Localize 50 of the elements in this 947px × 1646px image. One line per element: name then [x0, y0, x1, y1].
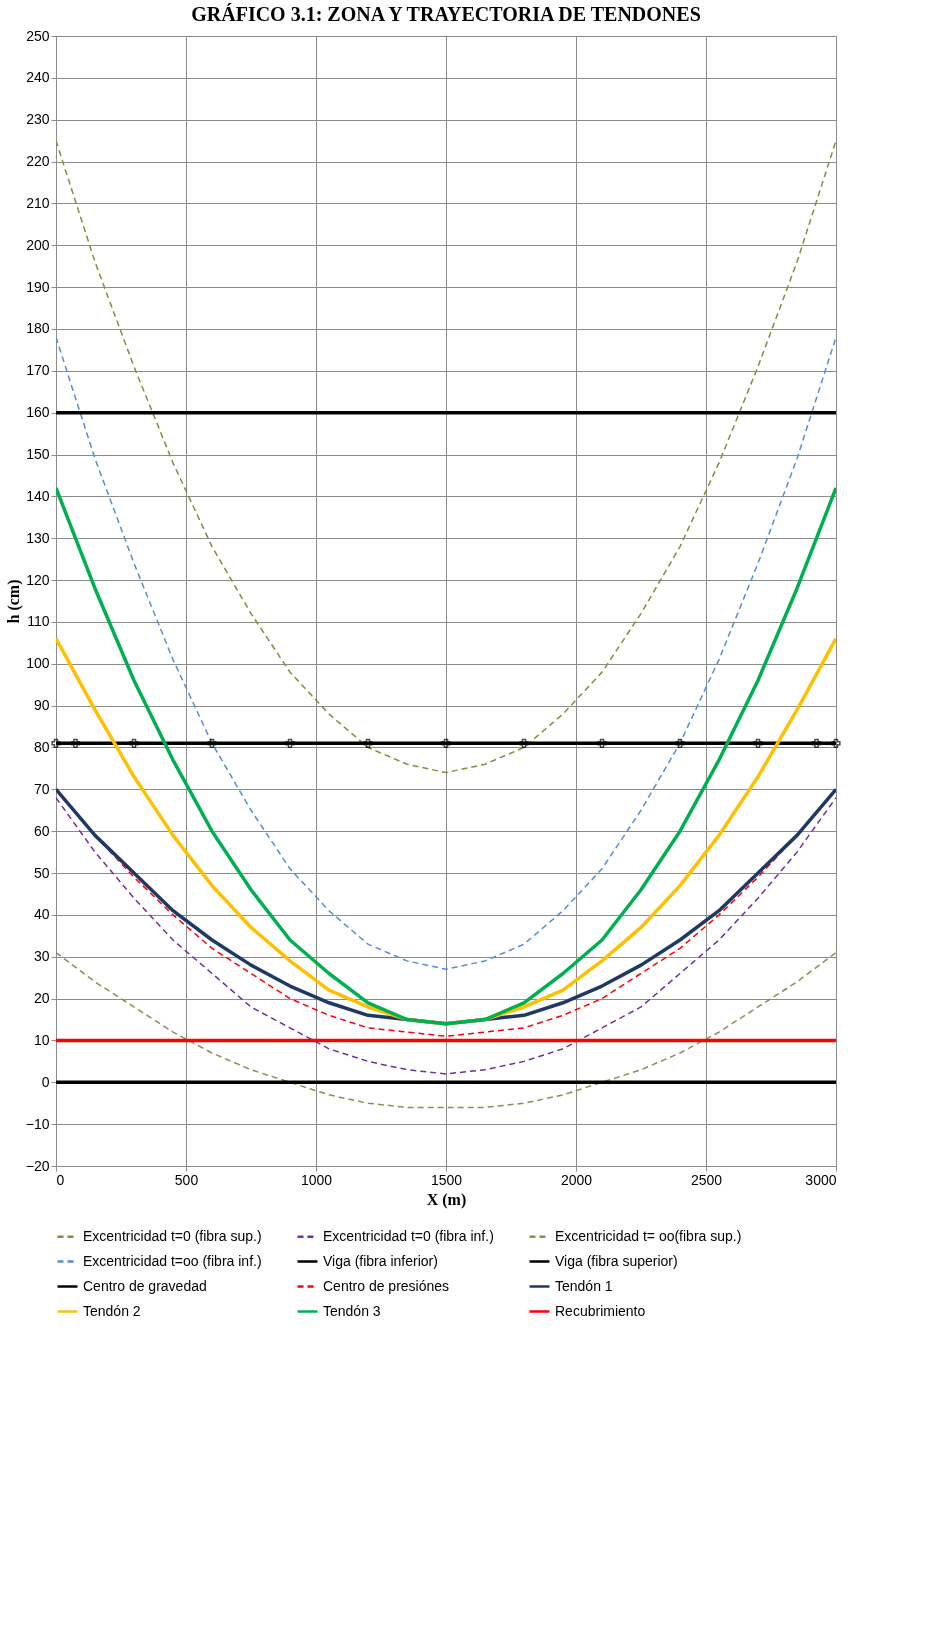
y-tick-label: 30 [33, 948, 50, 965]
y-tick-label: 170 [26, 362, 50, 379]
y-tick-label: 80 [33, 738, 50, 755]
y-tick-label: 110 [27, 613, 50, 630]
legend-label: Centro de gravedad [83, 1277, 207, 1294]
y-tick-label: 40 [33, 906, 50, 923]
y-tick-label: 60 [33, 822, 50, 839]
y-tick-label: −10 [25, 1115, 50, 1132]
legend-label: Tendón 3 [323, 1302, 381, 1319]
y-tick-label: −20 [25, 1157, 50, 1174]
y-tick-label: 50 [33, 864, 50, 881]
legend-label: Excentricidad t=oo (fibra inf.) [83, 1252, 262, 1269]
x-tick-label: 500 [174, 1171, 199, 1188]
y-tick-label: 90 [33, 697, 50, 714]
legend-label: Excentricidad t=0 (fibra sup.) [83, 1227, 262, 1244]
y-tick-label: 240 [26, 69, 50, 86]
y-axis-title: h (cm) [4, 579, 23, 624]
legend-label: Centro de presiónes [323, 1277, 450, 1294]
y-tick-label: 200 [26, 236, 50, 253]
legend-label: Excentricidad t= oo(fibra sup.) [555, 1227, 742, 1244]
y-tick-label: 230 [26, 111, 50, 128]
y-tick-label: 130 [26, 529, 50, 546]
x-tick-label: 2000 [560, 1171, 593, 1188]
x-tick-label: 1000 [300, 1171, 333, 1188]
y-tick-label: 140 [26, 487, 50, 504]
y-tick-label: 20 [33, 990, 50, 1007]
y-tick-label: 70 [33, 780, 50, 797]
y-tick-label: 10 [33, 1031, 50, 1048]
x-tick-label: 0 [56, 1171, 65, 1188]
y-tick-label: 150 [26, 446, 50, 463]
legend-label: Tendón 1 [555, 1277, 613, 1294]
y-tick-label: 250 [26, 27, 50, 44]
x-axis-title: X (m) [426, 1190, 467, 1209]
y-tick-label: 100 [26, 655, 50, 672]
y-tick-label: 120 [26, 571, 50, 588]
y-tick-label: 0 [41, 1073, 50, 1090]
x-tick-label: 3000 [805, 1171, 837, 1188]
legend-label: Viga (fibra inferior) [323, 1252, 438, 1269]
legend-label: Recubrimiento [555, 1302, 646, 1319]
legend-label: Excentricidad t=0 (fibra inf.) [323, 1227, 494, 1244]
y-tick-label: 160 [26, 404, 50, 421]
y-tick-label: 220 [26, 153, 50, 170]
legend-label: Tendón 2 [83, 1302, 141, 1319]
chart-title: GRÁFICO 3.1: ZONA Y TRAYECTORIA DE TENDONES [191, 3, 701, 25]
y-tick-label: 190 [26, 278, 50, 295]
x-tick-label: 2500 [690, 1171, 723, 1188]
y-tick-label: 210 [26, 194, 50, 211]
legend-label: Viga (fibra superior) [555, 1252, 678, 1269]
y-tick-label: 180 [26, 320, 50, 337]
x-tick-label: 1500 [430, 1171, 463, 1188]
